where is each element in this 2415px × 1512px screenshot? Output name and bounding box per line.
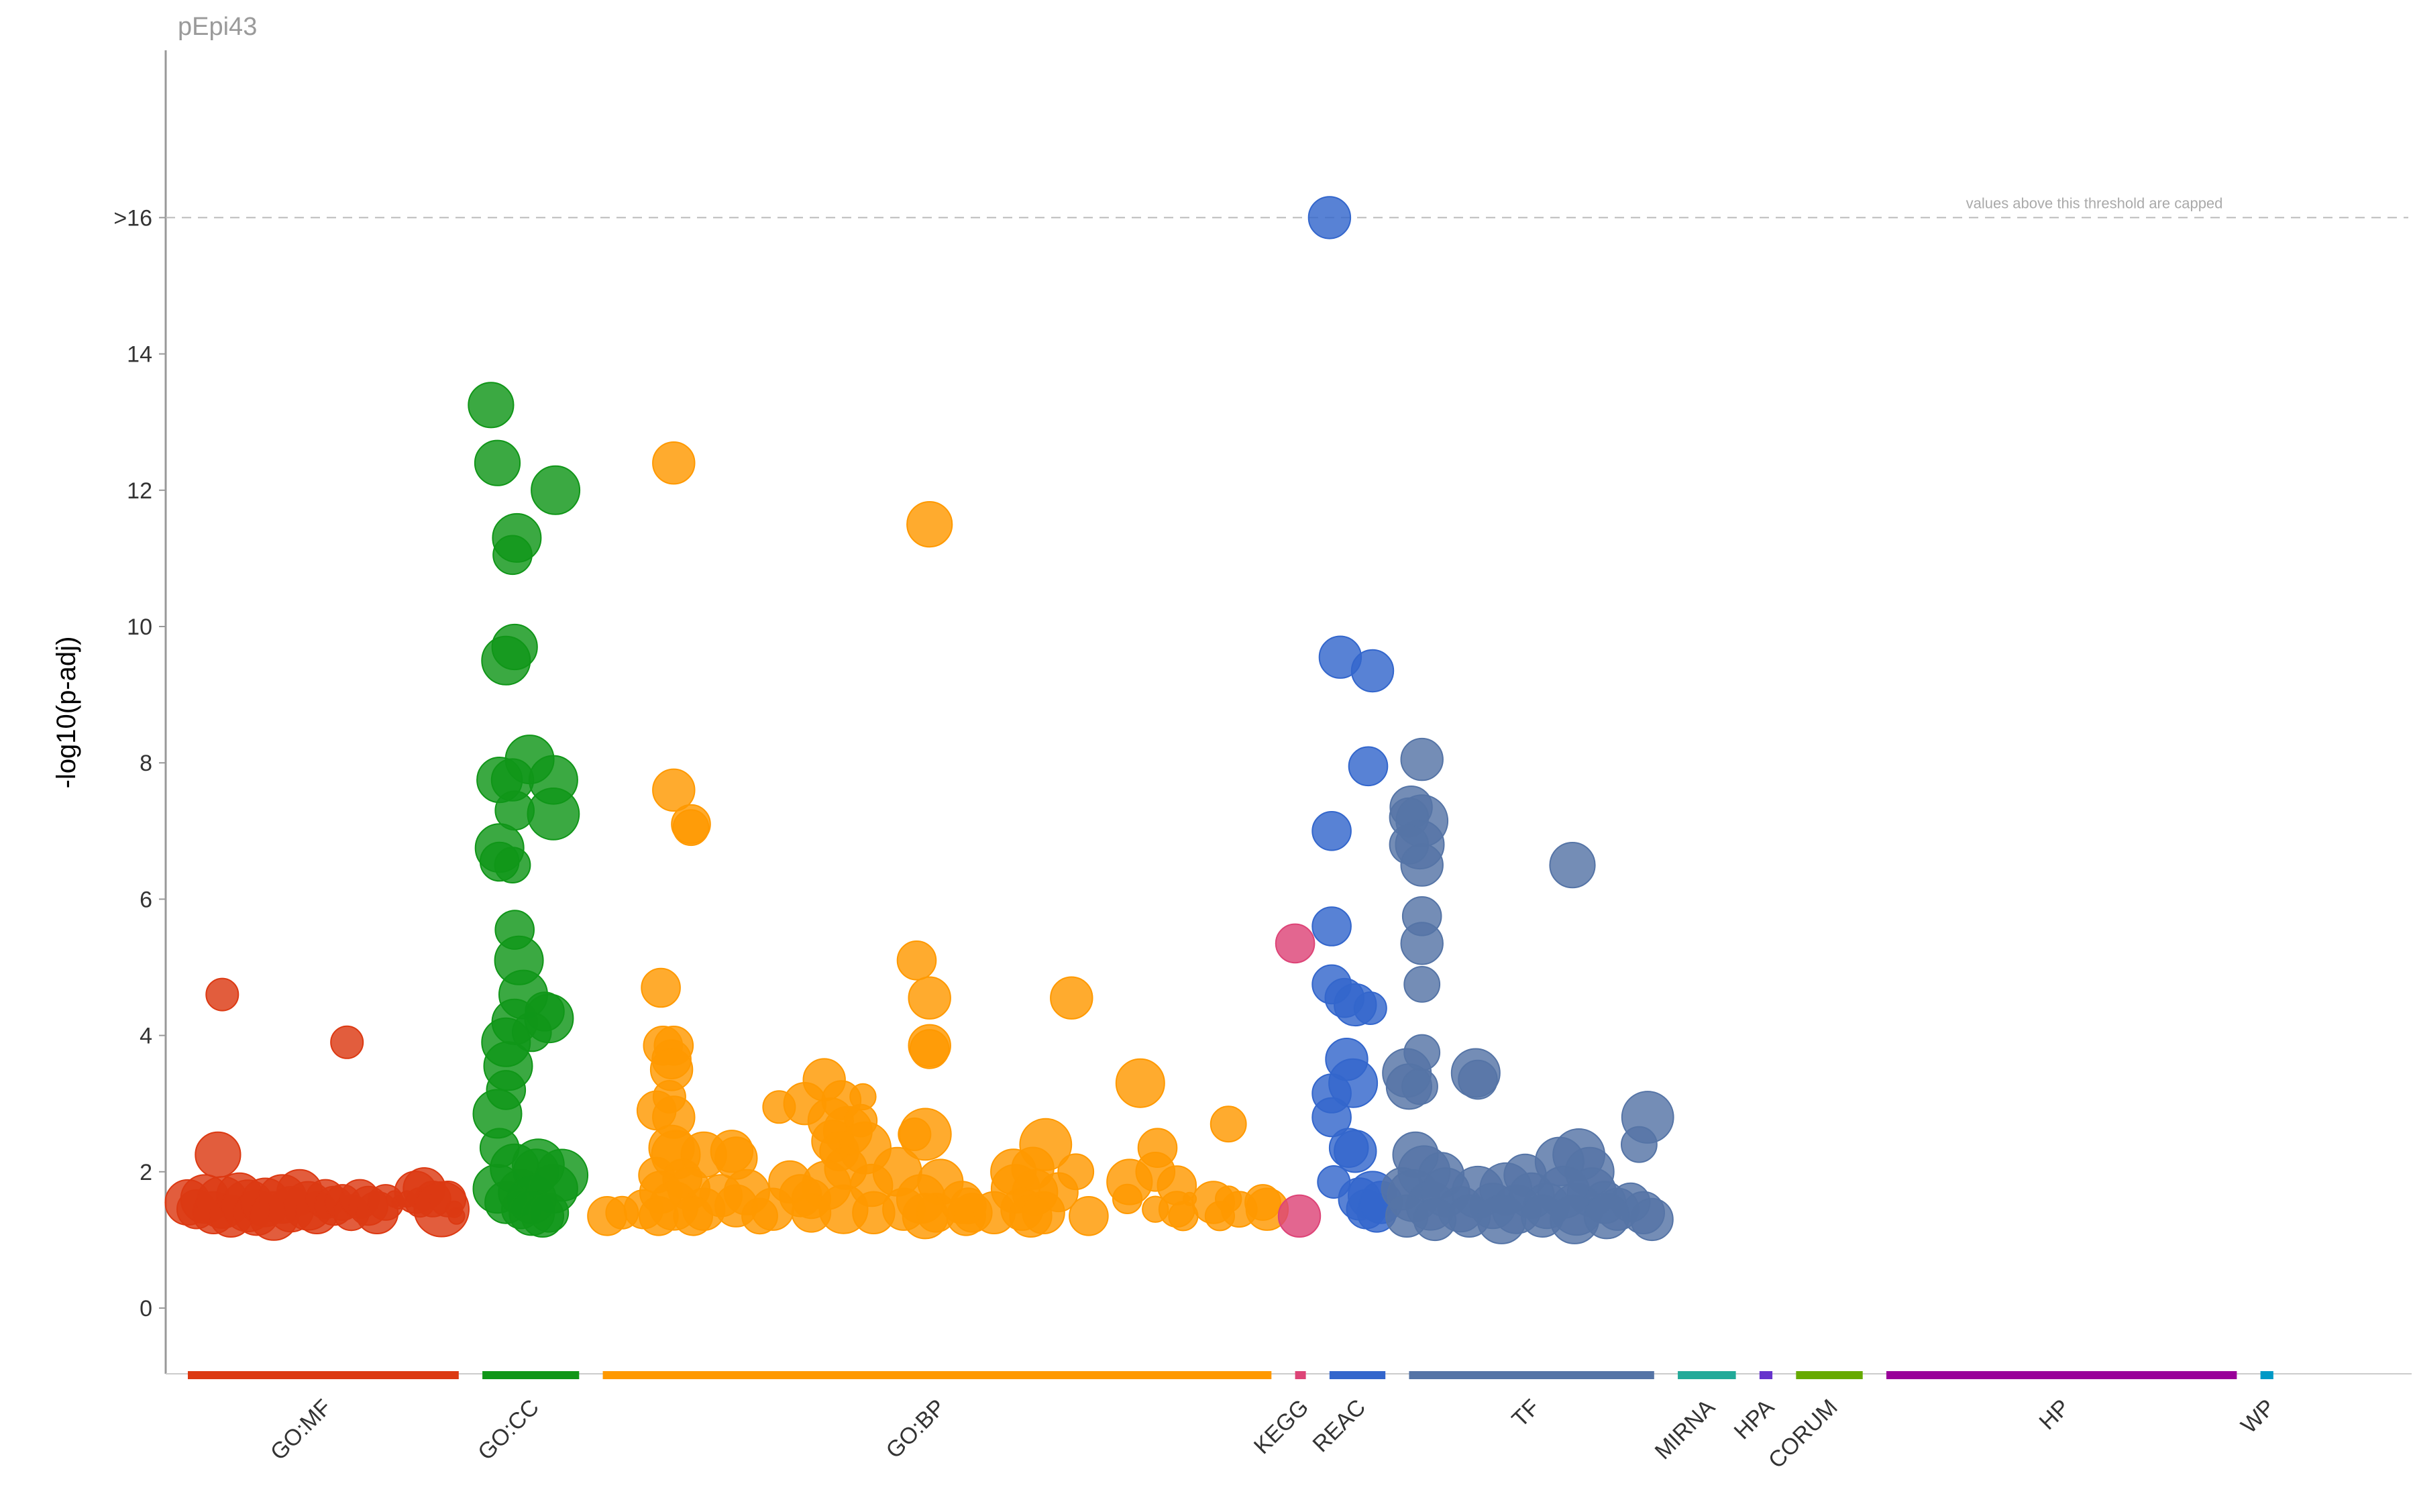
data-point: [641, 967, 681, 1008]
data-point: [1400, 922, 1444, 965]
data-point: [950, 1187, 987, 1224]
category-bar: [1759, 1371, 1773, 1379]
category-bar: [1295, 1371, 1306, 1379]
threshold-note: values above this threshold are capped: [1966, 195, 2223, 211]
data-point: [898, 1108, 952, 1161]
chart-title: pEpi43: [178, 13, 257, 41]
data-point: [330, 1025, 364, 1059]
data-point: [1348, 746, 1389, 787]
data-point: [1115, 1058, 1165, 1108]
category-label: GO:BP: [881, 1395, 951, 1464]
category-label: REAC: [1307, 1395, 1371, 1458]
data-point: [639, 1196, 679, 1236]
data-point: [1400, 843, 1444, 887]
category-bar: [482, 1371, 580, 1379]
data-point: [1009, 1194, 1053, 1238]
data-point: [1477, 1194, 1527, 1244]
category-label: GO:MF: [266, 1395, 337, 1466]
category-bar: [1409, 1371, 1654, 1379]
data-point: [494, 847, 531, 883]
y-tick-label: 8: [140, 751, 152, 776]
data-point: [672, 809, 710, 847]
category-label: GO:CC: [473, 1395, 544, 1466]
data-point: [1621, 1126, 1658, 1163]
data-point: [902, 1193, 949, 1240]
y-tick-label: 10: [127, 614, 152, 640]
data-point: [492, 535, 533, 576]
data-point: [1583, 1193, 1630, 1240]
data-point: [1350, 649, 1395, 693]
data-point: [481, 635, 531, 686]
data-point: [531, 465, 581, 515]
category-bar: [1329, 1371, 1386, 1379]
data-point: [1630, 1197, 1674, 1242]
category-bar: [1796, 1371, 1863, 1379]
data-point: [1549, 842, 1596, 889]
data-point: [1307, 196, 1352, 239]
data-point: [1403, 966, 1441, 1003]
data-point: [673, 1196, 713, 1236]
data-point: [1311, 1097, 1352, 1138]
data-point: [906, 501, 953, 548]
category-bar: [188, 1371, 459, 1379]
data-point: [896, 940, 937, 981]
data-point: [652, 441, 696, 485]
data-point: [1458, 1059, 1498, 1100]
data-points: [164, 196, 1674, 1244]
data-point: [1400, 737, 1444, 781]
category-label: MIRNA: [1650, 1395, 1721, 1465]
data-point: [1168, 1201, 1199, 1232]
category-bar: [1678, 1371, 1736, 1379]
data-point: [1275, 923, 1316, 964]
data-point: [1353, 991, 1387, 1025]
data-point: [447, 1207, 466, 1225]
data-point: [529, 1193, 570, 1233]
data-point: [468, 382, 515, 429]
data-point: [1401, 1068, 1438, 1105]
data-point: [652, 768, 696, 812]
data-point: [1204, 1201, 1236, 1232]
data-point: [1311, 906, 1352, 947]
y-tick-label: 2: [140, 1160, 152, 1185]
category-label: TF: [1507, 1395, 1545, 1432]
data-point: [1069, 1196, 1109, 1236]
data-point: [605, 1195, 639, 1230]
data-point: [908, 976, 951, 1020]
y-tick-label: 6: [140, 887, 152, 912]
category-label: HP: [2035, 1395, 2075, 1435]
category-label: KEGG: [1249, 1395, 1313, 1459]
data-point: [1050, 976, 1093, 1020]
category-bar: [2260, 1371, 2273, 1379]
data-point: [741, 1197, 778, 1235]
y-tick-label: 0: [140, 1296, 152, 1321]
data-point: [1210, 1105, 1247, 1143]
data-point: [527, 788, 580, 841]
category-bar: [1886, 1371, 2237, 1379]
category-label: HPA: [1729, 1395, 1780, 1445]
data-point: [474, 439, 521, 486]
data-point: [909, 1029, 950, 1069]
data-point: [205, 977, 239, 1012]
y-tick-label: 4: [140, 1024, 152, 1049]
category-bars: [188, 1371, 2273, 1379]
y-tick-label: 12: [127, 478, 152, 504]
y-axis-label: -log10(p-adj): [52, 637, 81, 789]
category-label: CORUM: [1764, 1395, 1843, 1474]
y-tick-label: >16: [113, 205, 152, 231]
y-tick-label: 14: [127, 342, 152, 368]
data-point: [195, 1131, 241, 1179]
data-point: [1112, 1183, 1143, 1215]
data-point: [1277, 1194, 1322, 1238]
y-axis-ticks: 0 2 4 6 8 10 12 14 >16: [113, 205, 166, 1321]
data-point: [1311, 811, 1352, 851]
data-point: [1334, 1130, 1377, 1173]
category-bar: [602, 1371, 1272, 1379]
category-label: WP: [2236, 1395, 2280, 1439]
